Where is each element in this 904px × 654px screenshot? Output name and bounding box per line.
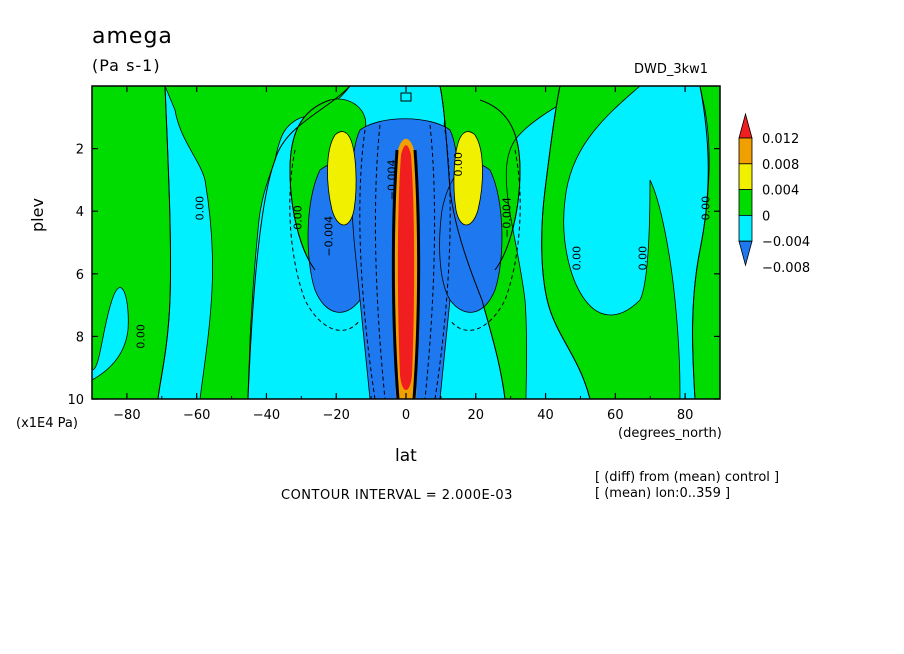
colorbar-segment <box>738 163 753 191</box>
x-axis-units: (degrees_north) <box>618 426 722 441</box>
x-axis-label: lat <box>395 446 417 466</box>
y-tick-label: 6 <box>76 268 84 283</box>
colorbar-label: −0.008 <box>762 261 810 276</box>
contour-label: 0.00 <box>700 196 713 221</box>
yellow-maximum-north <box>453 131 483 226</box>
contour-label: 0.00 <box>637 246 650 271</box>
contour-line <box>247 86 351 399</box>
note-diff: [ (diff) from (mean) control ] <box>595 470 780 485</box>
contour-label: 0.00 <box>134 324 147 349</box>
colorbar-top-arrow <box>738 112 753 139</box>
x-tick-label: 40 <box>537 408 554 423</box>
contour-label: 0.00 <box>194 196 207 221</box>
yellow-maximum-south <box>327 131 357 226</box>
contour-label: 0.00 <box>452 152 465 177</box>
y-tick-label: 10 <box>67 393 84 408</box>
x-tick-label: −80 <box>113 408 140 423</box>
contour-label: −0.004 <box>323 216 336 257</box>
colorbar-label: −0.004 <box>762 235 810 250</box>
core-cap-marker <box>400 92 412 102</box>
y-axis: 2 4 6 8 10 <box>67 143 720 408</box>
x-tick-label: −60 <box>183 408 210 423</box>
x-tick-label: 60 <box>607 408 624 423</box>
x-tick-label: 0 <box>402 408 410 423</box>
colorbar-label: 0.004 <box>762 184 799 199</box>
plot-area <box>92 86 720 399</box>
contour-line <box>434 129 451 399</box>
x-tick-label: −40 <box>253 408 280 423</box>
green-region-south-mid <box>164 86 351 399</box>
y-tick-label: 4 <box>76 205 84 220</box>
contour-label: 0.00 <box>291 205 304 230</box>
dataset-name: DWD_3kw1 <box>634 62 709 77</box>
contour-label: −0.004 <box>501 197 514 238</box>
colorbar: 0.012 0.008 0.004 0 −0.004 −0.008 <box>738 112 810 276</box>
red-core <box>397 145 415 390</box>
colorbar-label: 0.012 <box>762 132 799 147</box>
colorbar-segment <box>738 137 753 165</box>
note-mean: [ (mean) lon:0..359 ] <box>595 486 731 501</box>
contour-line <box>424 124 436 399</box>
colorbar-label: 0.008 <box>762 158 799 173</box>
colorbar-label: 0 <box>762 209 770 224</box>
contour-interval: CONTOUR INTERVAL = 2.000E-03 <box>281 488 513 503</box>
contour-line <box>374 124 386 399</box>
contour-line <box>449 149 521 331</box>
contour-label: −0.004 <box>386 160 399 201</box>
y-tick-label: 8 <box>76 330 84 345</box>
contour-line <box>359 129 376 399</box>
colorbar-segment <box>738 214 753 242</box>
x-tick-label: 20 <box>468 408 485 423</box>
y-axis-units: (x1E4 Pa) <box>16 416 78 431</box>
contour-label: 0.00 <box>570 246 583 271</box>
contour-lines <box>157 86 709 399</box>
contour-line <box>479 99 521 271</box>
contour-labels: 0.00 0.00 0.00 −0.004 −0.004 0.00 −0.004 0.00 0.… <box>134 152 712 349</box>
x-tick-label: −20 <box>323 408 350 423</box>
chart-units: (Pa s-1) <box>92 56 161 75</box>
contour-line <box>289 99 331 271</box>
x-axis: −80 −60 −40 −20 0 20 40 60 80 <box>91 86 721 423</box>
chart-title: amega <box>92 24 173 49</box>
black-contour-core <box>391 149 421 399</box>
contour-line <box>692 86 709 399</box>
y-tick-label: 2 <box>76 143 84 158</box>
contour-line <box>541 86 591 399</box>
x-tick-label: 80 <box>677 408 694 423</box>
contour-line <box>289 149 361 331</box>
contour-line <box>157 86 172 399</box>
colorbar-segment <box>738 189 753 216</box>
colorbar-bottom-arrow <box>738 240 753 267</box>
